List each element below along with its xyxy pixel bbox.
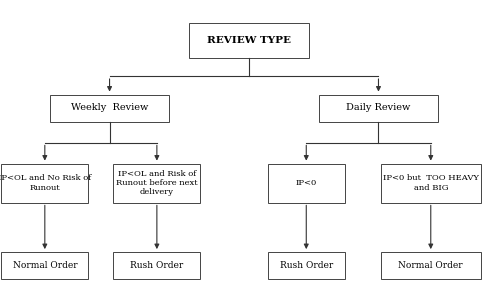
FancyBboxPatch shape <box>268 164 345 202</box>
FancyBboxPatch shape <box>319 94 438 122</box>
Text: Normal Order: Normal Order <box>12 261 77 270</box>
Text: Daily Review: Daily Review <box>346 103 411 112</box>
Text: REVIEW TYPE: REVIEW TYPE <box>207 36 291 45</box>
Text: IP<0 but  TOO HEAVY
and BIG: IP<0 but TOO HEAVY and BIG <box>383 174 479 192</box>
Text: Rush Order: Rush Order <box>280 261 333 270</box>
FancyBboxPatch shape <box>50 94 169 122</box>
Text: Rush Order: Rush Order <box>130 261 183 270</box>
Text: IP<OL and Risk of
Runout before next
delivery: IP<OL and Risk of Runout before next del… <box>116 170 198 196</box>
FancyBboxPatch shape <box>1 252 89 279</box>
Text: Normal Order: Normal Order <box>398 261 463 270</box>
FancyBboxPatch shape <box>381 252 481 279</box>
FancyBboxPatch shape <box>189 23 309 58</box>
Text: IP<OL and No Risk of
Runout: IP<OL and No Risk of Runout <box>0 174 92 192</box>
Text: Weekly  Review: Weekly Review <box>71 103 148 112</box>
FancyBboxPatch shape <box>114 164 200 202</box>
FancyBboxPatch shape <box>381 164 481 202</box>
FancyBboxPatch shape <box>268 252 345 279</box>
FancyBboxPatch shape <box>114 252 200 279</box>
FancyBboxPatch shape <box>1 164 89 202</box>
Text: IP<0: IP<0 <box>296 179 317 187</box>
